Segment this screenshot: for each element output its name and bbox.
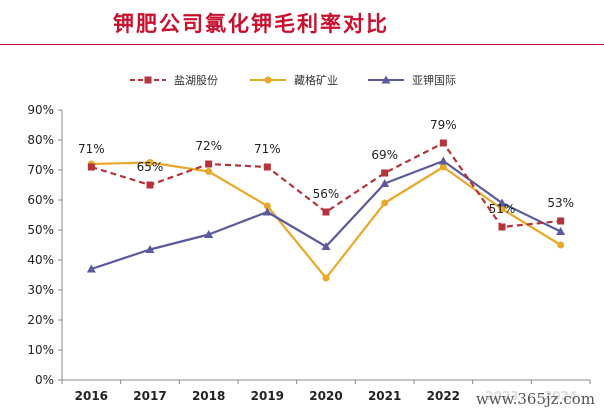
data-label: 69% <box>371 148 398 162</box>
data-label: 53% <box>547 196 574 210</box>
data-point-marker <box>87 163 95 171</box>
data-point-marker <box>146 159 154 166</box>
x-tick-label: 2019 <box>251 389 284 403</box>
data-point-marker <box>322 274 330 282</box>
data-point-marker <box>145 245 155 253</box>
data-point-marker <box>557 241 565 249</box>
series-1 <box>87 139 565 231</box>
data-label: 71% <box>254 142 281 156</box>
legend-label: 盐湖股份 <box>174 74 218 87</box>
title-divider <box>0 44 604 45</box>
y-tick-label: 40% <box>27 253 54 267</box>
chart-title: 钾肥公司氯化钾毛利率对比 <box>113 11 389 36</box>
legend-marker <box>381 75 391 84</box>
watermark: www.365jz.com <box>472 389 598 409</box>
series-3 <box>86 156 566 273</box>
data-label: 79% <box>430 118 457 132</box>
data-point-marker <box>263 202 271 210</box>
y-tick-label: 80% <box>27 133 54 147</box>
series-layer <box>86 139 566 282</box>
legend-item-2: 藏格矿业 <box>250 73 338 87</box>
data-label: 65% <box>137 160 164 174</box>
data-label: 56% <box>313 187 340 201</box>
x-tick-label: 2020 <box>309 389 342 403</box>
legend-marker <box>264 76 272 84</box>
data-label: 72% <box>195 139 222 153</box>
x-tick-label: 2022 <box>427 389 460 403</box>
data-point-marker <box>498 205 506 213</box>
data-point-marker <box>497 198 507 207</box>
data-point-marker <box>204 230 214 238</box>
data-point-marker <box>380 179 390 187</box>
data-point-marker <box>263 163 271 171</box>
data-label: 71% <box>78 142 105 156</box>
data-point-marker <box>381 199 389 207</box>
y-tick-label: 30% <box>27 283 54 297</box>
data-point-marker <box>262 207 272 216</box>
data-labels-layer: 71% 65% 72% 71% 56% 69% 79% 51% 53% <box>78 118 574 216</box>
series-2 <box>87 159 565 282</box>
y-tick-label: 70% <box>27 163 54 177</box>
y-tick-label: 20% <box>27 313 54 327</box>
y-tick-label: 0% <box>35 373 54 387</box>
data-point-marker <box>381 169 389 177</box>
y-tick-label: 60% <box>27 193 54 207</box>
data-label: 51% <box>489 202 516 216</box>
data-point-marker <box>557 217 565 225</box>
data-point-marker <box>205 168 213 175</box>
data-point-marker <box>556 227 566 235</box>
x-tick-label: 2018 <box>192 389 225 403</box>
series-line <box>91 141 561 229</box>
data-point-marker <box>322 208 330 216</box>
data-point-marker <box>439 163 447 171</box>
data-point-marker <box>438 156 448 165</box>
legend-item-1: 盐湖股份 <box>130 74 218 87</box>
y-tick-label: 90% <box>27 103 54 117</box>
x-tick-label: 2021 <box>368 389 401 403</box>
data-point-marker <box>439 139 447 147</box>
legend-label: 藏格矿业 <box>294 73 338 87</box>
legend-label: 亚钾国际 <box>412 73 456 87</box>
data-point-marker <box>205 160 213 168</box>
title-bar: 钾肥公司氯化钾毛利率对比 <box>0 0 604 46</box>
y-tick-label: 50% <box>27 223 54 237</box>
data-point-marker <box>86 264 96 273</box>
legend: 盐湖股份 藏格矿业 亚钾国际 <box>130 73 456 87</box>
x-tick-label: 2017 <box>133 389 166 403</box>
x-tick-label: 2016 <box>75 389 108 403</box>
chart-axes: 0% 10% 20% 30% 40% 50% 60% 70% 80% 90% 2016 2017 201… <box>27 103 591 403</box>
y-tick-label: 10% <box>27 343 54 357</box>
data-point-marker <box>498 223 506 231</box>
data-point-marker <box>321 242 331 250</box>
legend-marker <box>144 76 152 84</box>
legend-item-3: 亚钾国际 <box>368 73 456 87</box>
data-point-marker <box>146 181 154 189</box>
